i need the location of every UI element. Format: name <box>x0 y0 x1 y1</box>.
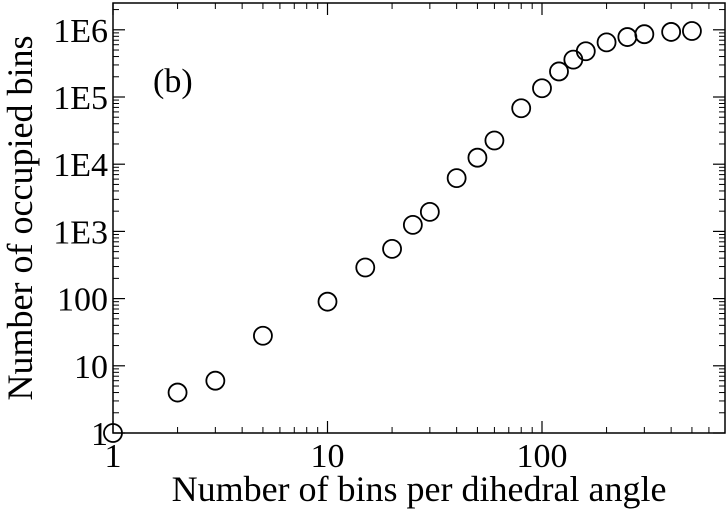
data-point <box>205 370 226 391</box>
data-point <box>661 22 682 42</box>
data-point <box>617 27 638 47</box>
x-axis-ticks: 1 10 100 <box>105 3 710 475</box>
x-tick-label: 1 <box>105 438 122 475</box>
x-axis-label: Number of bins per dihedral angle <box>172 469 667 509</box>
y-tick-label: 1 <box>91 416 108 453</box>
data-points <box>103 21 702 443</box>
y-tick-label: 1E5 <box>53 80 108 117</box>
data-point <box>382 238 402 259</box>
data-point <box>402 214 423 235</box>
data-point <box>563 49 584 70</box>
panel-label: (b) <box>153 63 193 100</box>
data-point <box>596 32 617 53</box>
x-tick-label: 100 <box>517 438 568 475</box>
data-point <box>167 382 188 403</box>
data-point <box>419 202 440 222</box>
data-point <box>549 61 569 82</box>
data-point <box>467 147 488 168</box>
data-point <box>484 130 505 151</box>
y-tick-label: 1E3 <box>53 214 108 251</box>
y-tick-label: 10 <box>74 349 108 386</box>
y-tick-label: 1E4 <box>53 147 108 184</box>
data-point <box>103 423 123 443</box>
data-point <box>575 41 596 62</box>
data-point <box>634 24 655 45</box>
y-axis-ticks: 1 10 100 1E3 1E4 1E5 1E6 <box>53 9 725 453</box>
data-point <box>511 98 532 119</box>
plot-frame <box>112 2 726 434</box>
y-tick-label: 1E6 <box>53 13 108 50</box>
data-point <box>446 168 467 189</box>
y-axis-label: Number of occupied bins <box>0 36 40 401</box>
y-tick-label: 100 <box>57 282 108 319</box>
data-point <box>253 325 273 346</box>
x-tick-label: 10 <box>311 438 345 475</box>
data-point <box>317 291 338 312</box>
data-point <box>682 21 702 41</box>
data-point <box>532 78 552 99</box>
data-point <box>355 257 376 278</box>
